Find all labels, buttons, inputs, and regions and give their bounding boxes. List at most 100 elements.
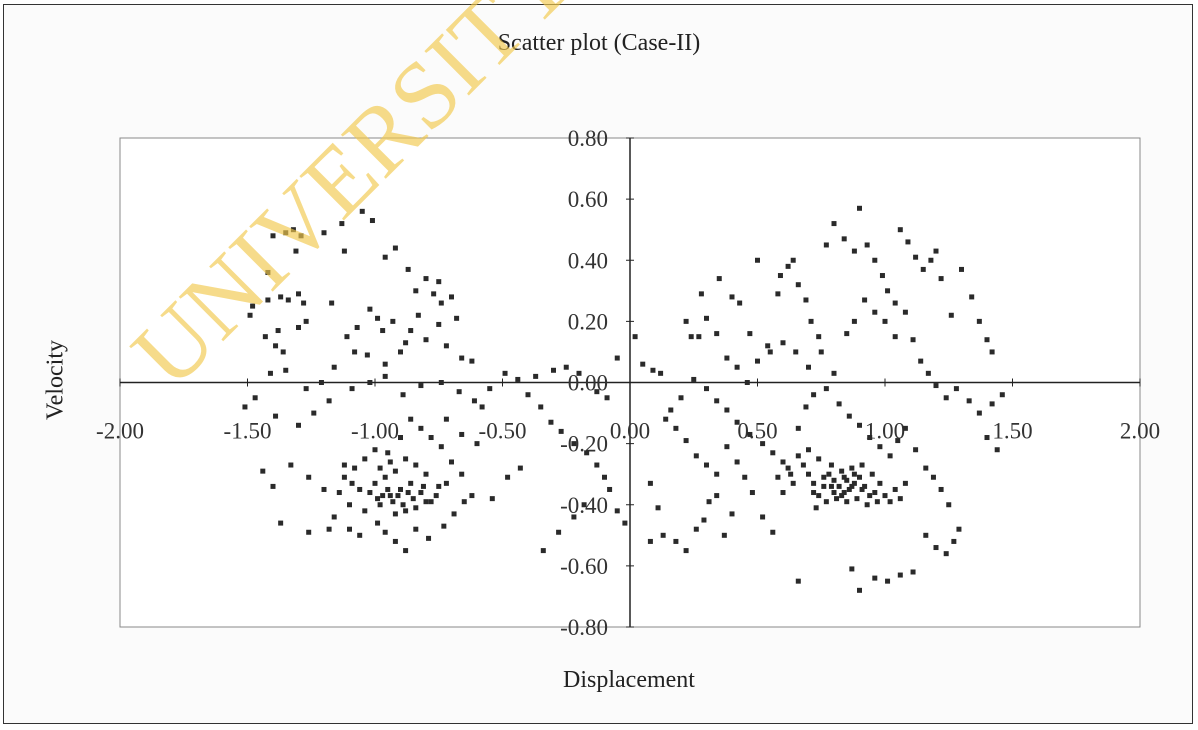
data-point bbox=[375, 315, 381, 321]
data-point bbox=[821, 483, 827, 489]
data-point bbox=[994, 447, 1000, 453]
data-point bbox=[902, 425, 908, 431]
data-point bbox=[836, 401, 842, 407]
x-tick-label: -1.50 bbox=[224, 419, 272, 444]
data-point bbox=[306, 474, 312, 480]
data-point bbox=[428, 499, 434, 505]
data-point bbox=[265, 297, 271, 303]
data-point bbox=[910, 337, 916, 343]
data-point bbox=[864, 502, 870, 508]
data-point bbox=[556, 529, 562, 535]
data-point bbox=[747, 431, 753, 437]
x-tick-label: -1.00 bbox=[351, 419, 399, 444]
data-point bbox=[953, 386, 959, 392]
data-point bbox=[260, 468, 266, 474]
data-point bbox=[885, 578, 891, 584]
data-point bbox=[933, 545, 939, 551]
data-point bbox=[857, 205, 862, 211]
data-point bbox=[250, 303, 256, 309]
data-point bbox=[788, 471, 794, 477]
data-point bbox=[813, 505, 819, 511]
data-point bbox=[780, 459, 786, 465]
data-point bbox=[668, 407, 674, 413]
data-point bbox=[525, 392, 531, 398]
data-point bbox=[387, 459, 393, 465]
data-point bbox=[275, 328, 281, 334]
y-tick-label: -0.60 bbox=[560, 554, 608, 579]
data-point bbox=[818, 349, 824, 355]
data-point bbox=[392, 245, 398, 251]
data-point bbox=[897, 496, 903, 502]
data-point bbox=[382, 529, 388, 535]
data-point bbox=[714, 493, 720, 499]
data-point bbox=[862, 297, 868, 303]
data-point bbox=[382, 361, 388, 367]
data-point bbox=[849, 483, 855, 489]
data-point bbox=[551, 367, 556, 373]
data-point bbox=[604, 395, 610, 401]
data-point bbox=[905, 239, 911, 245]
data-point bbox=[943, 551, 949, 557]
data-point bbox=[755, 257, 760, 263]
data-point bbox=[247, 312, 253, 318]
data-point bbox=[517, 465, 523, 471]
data-point bbox=[622, 520, 628, 526]
data-point bbox=[285, 297, 291, 303]
data-point bbox=[872, 257, 878, 263]
data-point bbox=[747, 331, 753, 337]
data-point bbox=[469, 358, 475, 364]
data-point bbox=[841, 474, 847, 480]
data-point bbox=[413, 526, 419, 532]
data-point bbox=[352, 465, 358, 471]
data-point bbox=[859, 462, 865, 468]
data-point bbox=[296, 422, 301, 428]
data-point bbox=[413, 288, 419, 294]
data-point bbox=[398, 349, 403, 355]
data-point bbox=[698, 291, 704, 297]
data-point bbox=[584, 450, 590, 456]
data-point bbox=[362, 508, 368, 514]
data-point bbox=[938, 486, 944, 492]
data-point bbox=[755, 358, 760, 364]
data-point bbox=[558, 428, 564, 434]
data-point bbox=[540, 548, 546, 554]
data-point bbox=[811, 480, 817, 486]
data-point bbox=[976, 318, 982, 324]
data-point bbox=[925, 370, 931, 376]
data-point bbox=[449, 294, 454, 300]
data-point bbox=[704, 386, 709, 392]
data-point bbox=[413, 462, 419, 468]
x-tick-label: 1.50 bbox=[992, 419, 1032, 444]
data-point bbox=[242, 404, 248, 410]
data-point bbox=[660, 532, 666, 538]
data-point bbox=[650, 367, 656, 373]
data-point bbox=[352, 349, 358, 355]
data-point bbox=[449, 459, 454, 465]
data-point bbox=[431, 291, 437, 297]
data-point bbox=[744, 380, 750, 385]
data-point bbox=[836, 483, 842, 489]
data-point bbox=[461, 499, 467, 505]
data-point bbox=[928, 257, 934, 263]
y-tick-label: -0.20 bbox=[560, 432, 608, 457]
data-point bbox=[367, 490, 373, 496]
data-point bbox=[811, 490, 817, 496]
data-point bbox=[956, 526, 962, 532]
data-point bbox=[729, 294, 735, 300]
data-point bbox=[607, 486, 613, 492]
data-point bbox=[984, 435, 990, 441]
data-point bbox=[790, 480, 796, 486]
data-point bbox=[469, 493, 475, 499]
data-point bbox=[576, 370, 582, 376]
data-point bbox=[895, 438, 901, 444]
data-point bbox=[724, 407, 730, 413]
data-point bbox=[816, 334, 822, 340]
data-point bbox=[347, 502, 352, 508]
data-point bbox=[398, 486, 403, 492]
data-point bbox=[548, 419, 554, 425]
data-point bbox=[879, 273, 885, 279]
data-point bbox=[367, 306, 373, 312]
data-point bbox=[436, 279, 442, 285]
data-point bbox=[851, 248, 857, 254]
data-point bbox=[265, 269, 271, 275]
